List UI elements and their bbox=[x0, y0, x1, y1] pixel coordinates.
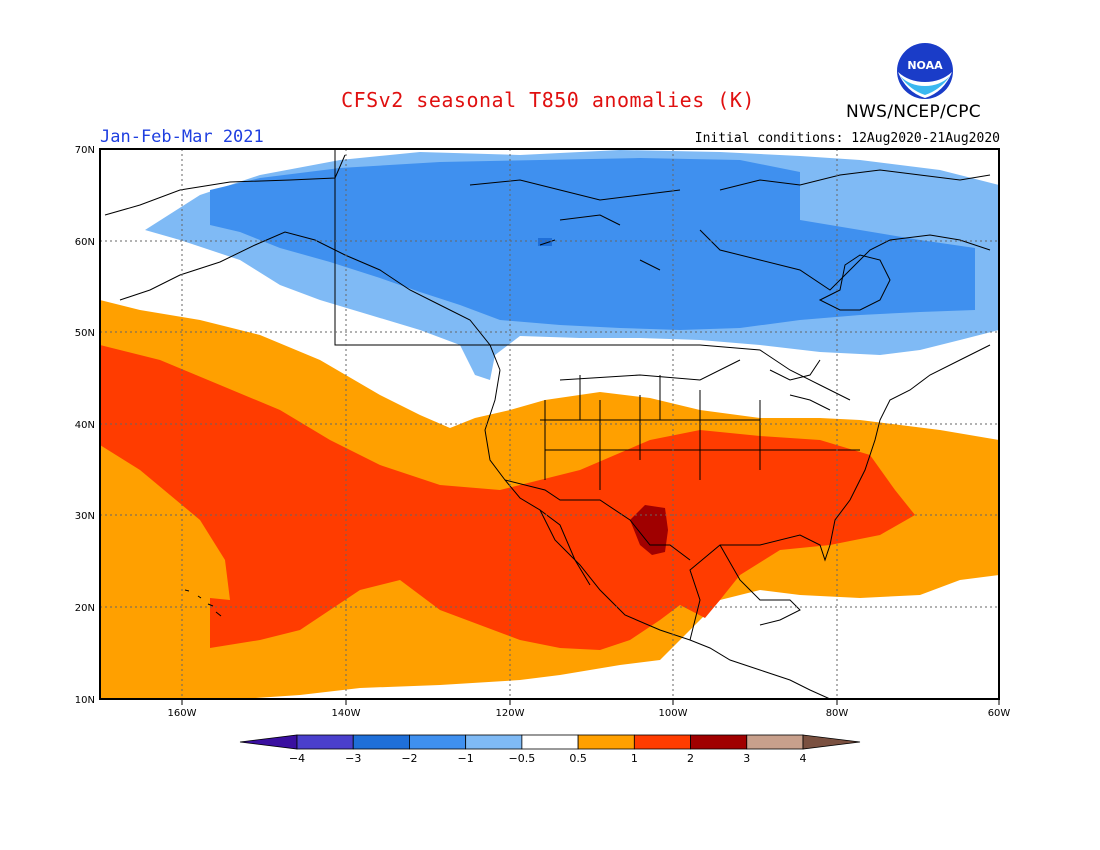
coastlines bbox=[104, 150, 991, 699]
lon-label: 80W bbox=[826, 708, 849, 719]
colorbar-label: −0.5 bbox=[509, 752, 536, 765]
colorbar-label: 1 bbox=[631, 752, 638, 765]
anomaly-region-darkblue bbox=[538, 238, 552, 246]
lat-label: 60N bbox=[75, 237, 95, 248]
colorbar-swatch bbox=[577, 734, 635, 750]
colorbar-swatch bbox=[352, 734, 410, 750]
colorbar-swatch bbox=[690, 734, 748, 750]
noaa-logo-icon: NOAA bbox=[897, 43, 953, 99]
colorbar-swatch bbox=[465, 734, 523, 750]
map-frame bbox=[99, 148, 1000, 700]
lat-label: 30N bbox=[75, 511, 95, 522]
colorbar-label: 2 bbox=[687, 752, 694, 765]
colorbar: −4 −3 −2 −1 −0.5 0.5 1 2 3 4 bbox=[239, 734, 861, 765]
anomaly-region-darkred bbox=[630, 505, 668, 555]
colorbar-label: −1 bbox=[458, 752, 474, 765]
colorbar-label: 3 bbox=[743, 752, 750, 765]
hawaii-islands bbox=[184, 589, 222, 617]
colorbar-high-arrow bbox=[802, 734, 861, 750]
colorbar-low-arrow bbox=[239, 734, 298, 750]
lat-label: 20N bbox=[75, 603, 95, 614]
colorbar-swatch bbox=[296, 734, 354, 750]
lon-label: 100W bbox=[659, 708, 688, 719]
lat-label: 40N bbox=[75, 420, 95, 431]
colorbar-label: 4 bbox=[800, 752, 807, 765]
lon-label: 140W bbox=[332, 708, 361, 719]
longitude-labels: 160W 140W 120W 100W 80W 60W bbox=[168, 708, 1011, 719]
colorbar-label: −3 bbox=[345, 752, 361, 765]
lon-label: 60W bbox=[988, 708, 1011, 719]
anomaly-region-blue bbox=[210, 158, 975, 330]
colorbar-label: 0.5 bbox=[569, 752, 587, 765]
initial-conditions-label: Initial conditions: 12Aug2020-21Aug2020 bbox=[694, 131, 1000, 146]
map-grid bbox=[100, 149, 999, 699]
map-title: CFSv2 seasonal T850 anomalies (K) bbox=[341, 88, 755, 112]
period-label: Jan-Feb-Mar 2021 bbox=[100, 127, 264, 147]
colorbar-swatch bbox=[746, 734, 804, 750]
noaa-logo-text: NOAA bbox=[907, 59, 943, 72]
anomaly-region-red bbox=[100, 345, 915, 650]
colorbar-swatch bbox=[633, 734, 691, 750]
map-ticks bbox=[181, 699, 1000, 705]
colorbar-label: −2 bbox=[401, 752, 417, 765]
lat-label: 50N bbox=[75, 328, 95, 339]
lat-label: 10N bbox=[75, 695, 95, 706]
anomaly-shading bbox=[100, 149, 999, 699]
lon-label: 160W bbox=[168, 708, 197, 719]
colorbar-label: −4 bbox=[289, 752, 305, 765]
colorbar-swatch bbox=[521, 734, 579, 750]
lat-label: 70N bbox=[75, 145, 95, 156]
organization-label: NWS/NCEP/CPC bbox=[846, 102, 981, 122]
lon-label: 120W bbox=[496, 708, 525, 719]
colorbar-swatch bbox=[409, 734, 467, 750]
latitude-labels: 70N 60N 50N 40N 30N 20N 10N bbox=[75, 145, 95, 706]
